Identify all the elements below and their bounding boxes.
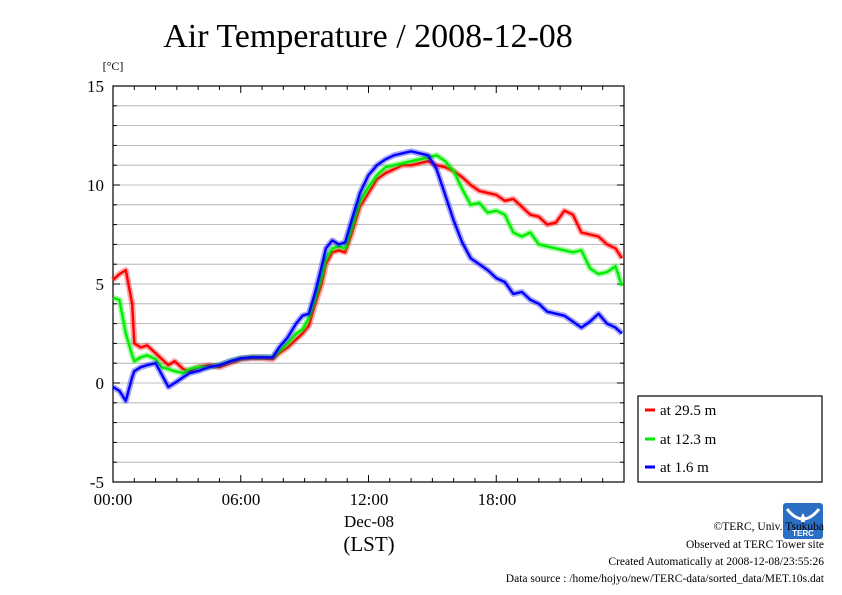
axis-ticks — [112, 85, 625, 483]
legend-box — [637, 395, 823, 483]
y-tick-label: 10 — [87, 176, 104, 195]
y-axis-unit-label: [°C] — [103, 59, 124, 73]
terc-logo: TERC — [783, 503, 823, 539]
chart-title: Air Temperature / 2008-12-08 — [163, 18, 573, 55]
x-tick-label: 18:00 — [478, 490, 517, 509]
y-tick-label: 5 — [96, 275, 105, 294]
observed-site-text: Observed at TERC Tower site — [685, 539, 824, 551]
y-tick-label: -5 — [90, 473, 104, 492]
series-lines — [110, 148, 625, 404]
series-line-2 — [112, 150, 623, 402]
logo-text: TERC — [792, 529, 814, 538]
x-tick-label: 00:00 — [94, 490, 133, 509]
legend-label: at 1.6 m — [660, 460, 709, 476]
date-label: Dec-08 — [344, 512, 394, 531]
data-source-path: Data source : /home/hojyo/new/TERC-data/… — [505, 573, 824, 585]
copyright-text: ©TERC, Univ. Tsukuba — [713, 521, 824, 533]
legend-label: at 12.3 m — [660, 432, 717, 448]
time-zone-label: (LST) — [343, 532, 394, 556]
x-tick-label: 12:00 — [350, 490, 389, 509]
series-line-0 — [112, 159, 623, 373]
legend-label: at 29.5 m — [660, 403, 717, 419]
y-tick-label: 0 — [96, 374, 105, 393]
y-tick-label: 15 — [87, 77, 104, 96]
grid-lines — [113, 105, 624, 463]
x-tick-label: 06:00 — [222, 490, 261, 509]
created-timestamp: Created Automatically at 2008-12-08/23:5… — [608, 556, 824, 568]
legend: at 29.5 m at 12.3 m at 1.6 m — [637, 395, 823, 483]
series-line-1 — [112, 154, 624, 375]
